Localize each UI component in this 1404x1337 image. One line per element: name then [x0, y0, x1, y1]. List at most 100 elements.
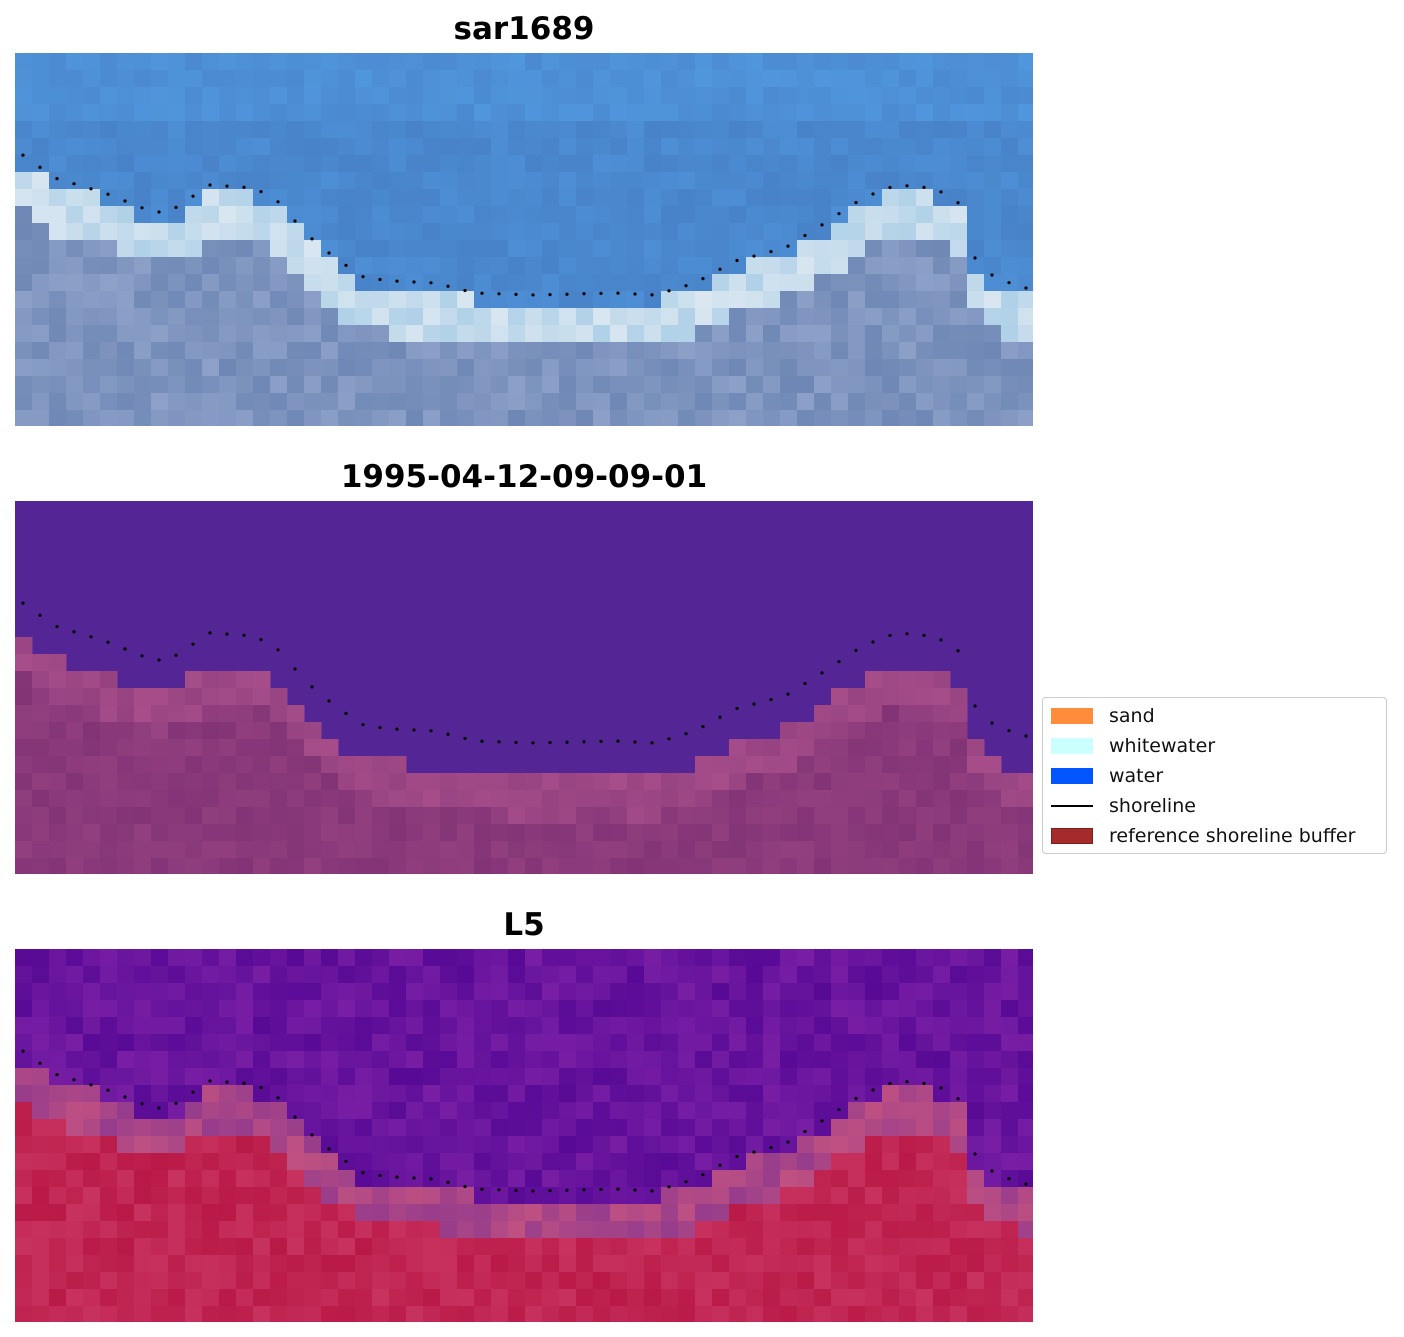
sand-swatch [1051, 708, 1093, 724]
shoreline-point [820, 1119, 824, 1123]
shoreline-point [786, 244, 790, 248]
shoreline-point [191, 642, 195, 646]
legend-item-water: water [1051, 765, 1163, 787]
shoreline-point [769, 1146, 773, 1150]
shoreline-point [412, 280, 416, 284]
shoreline-point [684, 284, 688, 288]
shoreline-point [276, 200, 280, 204]
classified-image [15, 501, 1033, 874]
shoreline-point [429, 729, 433, 733]
shoreline-point [633, 1188, 637, 1192]
shoreline-point [752, 702, 756, 706]
shoreline-point [497, 740, 501, 744]
shoreline-point [939, 638, 943, 642]
shoreline-point [735, 258, 739, 263]
shoreline-point [157, 1106, 161, 1110]
shoreline-point [1007, 729, 1011, 733]
shoreline-point [650, 1189, 654, 1193]
shoreline-point [837, 212, 841, 216]
shoreline-point [735, 1154, 739, 1159]
shoreline-point [140, 654, 144, 658]
shoreline-point [327, 251, 331, 255]
shoreline-point [871, 192, 875, 196]
shoreline-point [327, 1147, 331, 1151]
shoreline-point [310, 237, 314, 241]
shoreline-point [480, 291, 484, 295]
shoreline-point [89, 635, 93, 639]
shoreline-point [259, 638, 263, 642]
shoreline-point [378, 277, 382, 282]
shoreline-point [1007, 1177, 1011, 1181]
shoreline-point [276, 1096, 280, 1100]
legend-item-reference-buffer: reference shoreline buffer [1051, 825, 1355, 847]
shoreline-point [497, 1188, 501, 1192]
shoreline-point [106, 1088, 110, 1092]
shoreline-point [446, 1180, 450, 1184]
shoreline-point [922, 633, 926, 637]
shoreline-point [1024, 1182, 1028, 1186]
shoreline-point [123, 647, 127, 651]
shoreline-point [412, 728, 416, 732]
shoreline-point [803, 681, 807, 686]
shoreline-point [21, 153, 25, 157]
shoreline-point [514, 292, 518, 296]
shoreline-point [531, 293, 535, 297]
shoreline-point [667, 289, 671, 293]
shoreline-point [242, 1081, 246, 1085]
shoreline-point [21, 1049, 25, 1053]
shoreline-point [701, 725, 705, 729]
shoreline-point [718, 1163, 722, 1167]
shoreline-point [89, 1083, 93, 1087]
shoreline-point [871, 640, 875, 644]
shoreline-point [480, 1187, 484, 1191]
shoreline-point [1024, 734, 1028, 738]
shoreline-point [208, 631, 212, 635]
shoreline-point [650, 741, 654, 745]
shoreline-point [157, 210, 161, 214]
shoreline-point [599, 739, 603, 743]
shoreline-point [548, 1189, 552, 1193]
shoreline-point [531, 741, 535, 745]
shoreline-point [293, 219, 297, 223]
shoreline-point [72, 630, 76, 634]
panel-1-title: sar1689 [453, 11, 595, 47]
shoreline-point [599, 1187, 603, 1191]
shoreline-point [225, 184, 229, 188]
shoreline-point [463, 1184, 467, 1189]
shoreline-point [565, 1188, 569, 1192]
shoreline-point [242, 185, 246, 189]
legend-item-sand: sand [1051, 705, 1155, 727]
shoreline-point [939, 1086, 943, 1090]
shoreline-point [1024, 286, 1028, 290]
shoreline-point [905, 1080, 909, 1084]
shoreline-point [667, 737, 671, 741]
legend: sand whitewater water shoreline referenc… [1042, 697, 1387, 854]
panel-2-title: 1995-04-12-09-09-01 [340, 459, 708, 495]
shoreline-point [735, 706, 739, 711]
shoreline-point [803, 233, 807, 238]
shoreline-point [463, 288, 467, 293]
legend-item-whitewater: whitewater [1051, 735, 1215, 757]
shoreline-point [514, 1188, 518, 1192]
shoreline-point [565, 740, 569, 744]
shoreline-point [38, 1061, 42, 1065]
shoreline-point [616, 739, 620, 743]
shoreline-point [718, 715, 722, 719]
shoreline-point [463, 736, 467, 741]
shoreline-point [157, 658, 161, 662]
shoreline-point [191, 1090, 195, 1094]
shoreline-point [327, 699, 331, 703]
shoreline-point [21, 601, 25, 605]
shoreline-point [684, 1180, 688, 1184]
shoreline-point [395, 727, 399, 731]
shoreline-point [854, 648, 858, 653]
shoreline-point [72, 1078, 76, 1082]
shoreline-point [344, 711, 348, 715]
shoreline-point [106, 640, 110, 644]
legend-label-shoreline: shoreline [1109, 795, 1196, 817]
shoreline-point [361, 723, 365, 727]
shoreline-point [548, 741, 552, 745]
shoreline-point [429, 1177, 433, 1181]
shoreline-point [854, 200, 858, 205]
shoreline-point [72, 182, 76, 186]
